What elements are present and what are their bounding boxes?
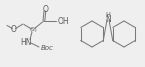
Text: (S): (S) (30, 27, 37, 32)
Text: H: H (106, 12, 110, 18)
Text: O: O (11, 26, 16, 35)
Text: HN: HN (20, 38, 32, 47)
Text: O: O (43, 5, 48, 14)
Text: OH: OH (58, 16, 70, 26)
Text: N: N (105, 14, 111, 24)
Text: Boc: Boc (41, 45, 54, 52)
